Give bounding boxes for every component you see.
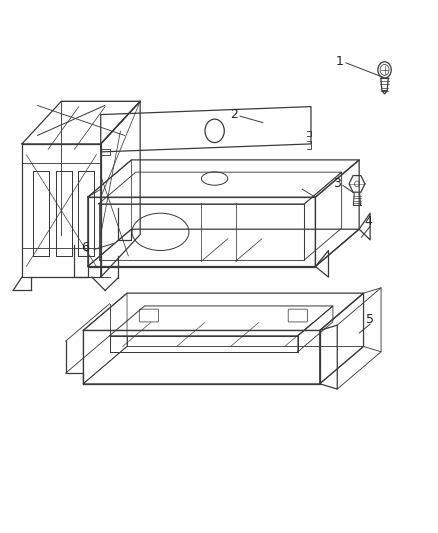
Text: 6: 6 [81, 241, 89, 254]
Text: 2: 2 [230, 108, 238, 121]
Text: 4: 4 [364, 215, 372, 228]
Text: 5: 5 [366, 313, 374, 326]
Text: 3: 3 [333, 177, 341, 190]
Text: 1: 1 [336, 55, 343, 68]
